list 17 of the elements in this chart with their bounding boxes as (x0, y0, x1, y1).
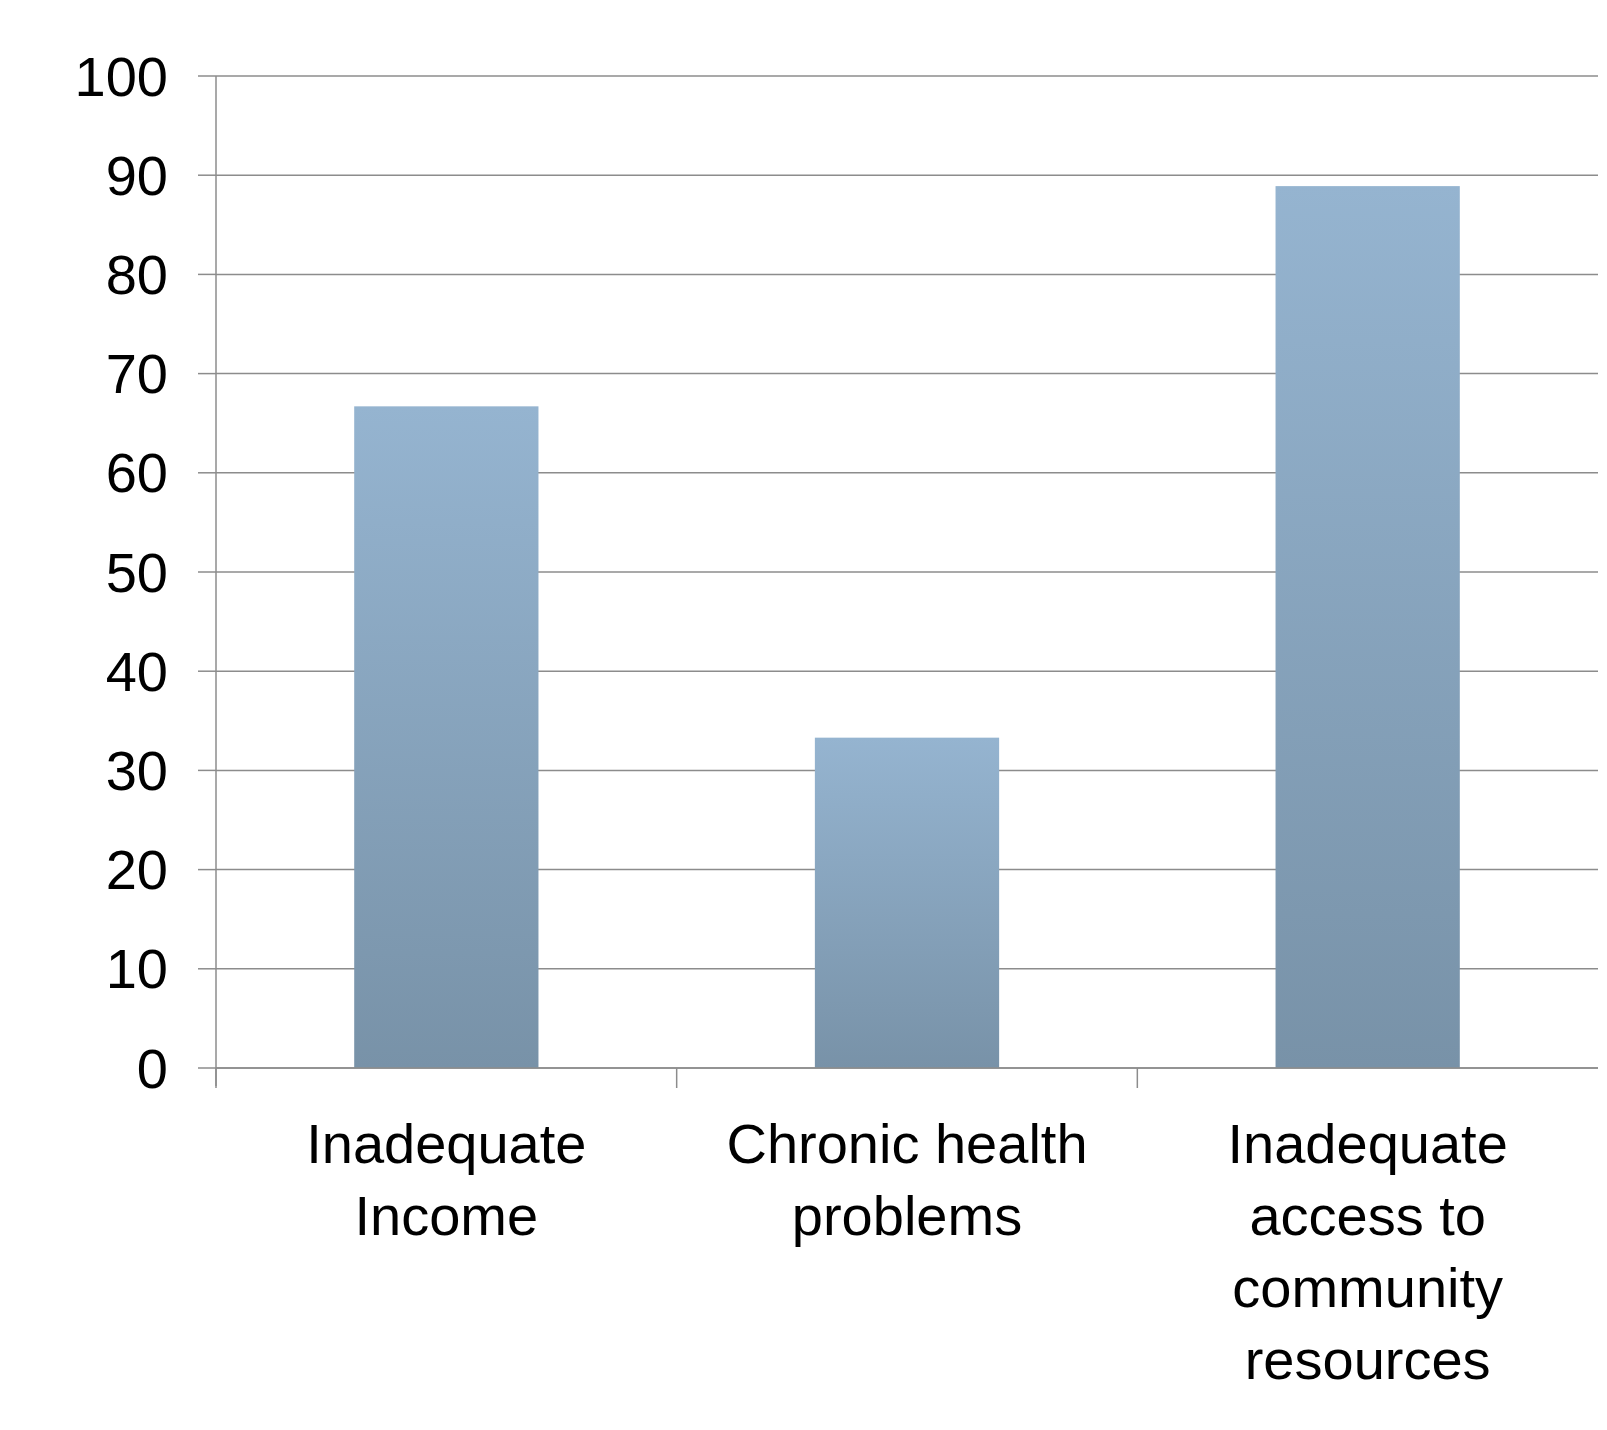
bar (354, 406, 539, 1068)
y-tick-label: 100 (74, 44, 168, 108)
x-tick-label: Inadequate access to community resources (1227, 1112, 1508, 1391)
bar (1275, 186, 1460, 1068)
y-tick-label: 10 (105, 937, 168, 1001)
x-tick-label: Chronic health problems (726, 1112, 1088, 1247)
x-tick-label: Inadequate Income (306, 1112, 587, 1247)
bar (814, 737, 1000, 1068)
y-tick-label: 50 (105, 540, 168, 604)
y-tick-label: 30 (105, 739, 168, 802)
y-tick-label: 60 (105, 441, 168, 505)
y-tick-label: 40 (105, 639, 168, 703)
y-tick-label: 0 (136, 1036, 168, 1100)
y-tick-label: 80 (105, 243, 168, 306)
y-tick-label: 70 (105, 342, 168, 406)
y-tick-label: 90 (105, 143, 168, 207)
y-tick-label: 20 (105, 838, 168, 902)
